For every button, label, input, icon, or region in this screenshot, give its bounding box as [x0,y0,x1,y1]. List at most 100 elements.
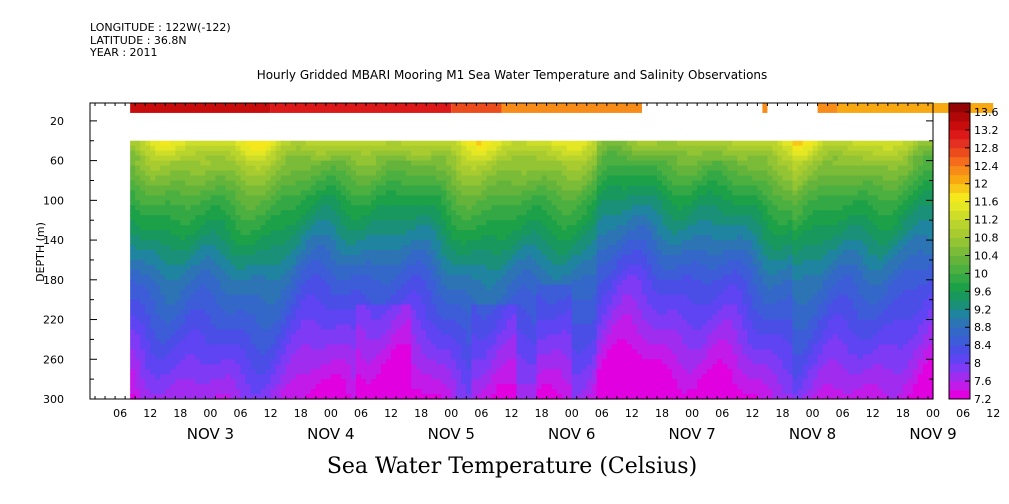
heatmap-cell [220,215,227,221]
heatmap-cell [175,185,181,192]
heatmap-cell [426,264,432,271]
heatmap-cell [381,329,387,336]
heatmap-cell [310,284,317,291]
heatmap-cell [360,264,367,271]
heatmap-cell [160,150,166,157]
heatmap-cell [160,225,166,231]
heatmap-cell [360,339,367,345]
heatmap-cell [330,294,337,301]
heatmap-cell [315,190,322,196]
heatmap-cell [471,225,477,231]
heatmap-cell [150,329,156,336]
heatmap-cell [546,394,553,400]
heatmap-cell [325,245,332,251]
heatmap-cell [340,374,347,380]
heatmap-cell [235,145,242,152]
heatmap-cell [255,190,262,196]
heatmap-cell [576,150,583,157]
heatmap-cell [210,220,217,226]
heatmap-cell [345,339,352,345]
heatmap-cell [310,289,317,296]
heatmap-cell [586,299,593,306]
heatmap-cell [371,269,377,276]
heatmap-cell [371,165,377,172]
heatmap-cell [275,309,282,316]
heatmap-cell [250,210,257,216]
heatmap-cell [511,220,518,226]
heatmap-cell [471,294,477,301]
heatmap-cell [411,314,417,321]
heatmap-cell [571,394,578,400]
heatmap-cell [441,264,447,271]
heatmap-cell [135,200,141,206]
heatmap-cell [360,289,367,296]
heatmap-cell [426,195,432,201]
heatmap-cell [566,314,573,321]
heatmap-cell [235,374,242,380]
heatmap-cell [205,299,212,306]
heatmap-cell [531,175,538,182]
heatmap-cell [150,394,156,400]
heatmap-cell [310,309,317,316]
heatmap-cell [265,309,272,316]
heatmap-cell [220,389,227,395]
heatmap-cell [536,269,543,276]
heatmap-cell [566,185,573,192]
heatmap-cell [140,210,146,216]
heatmap-cell [225,369,232,375]
heatmap-cell [506,160,513,167]
heatmap-cell [431,334,437,341]
heatmap-cell [596,389,603,395]
heatmap-cell [210,289,217,296]
heatmap-cell [571,379,578,385]
heatmap-cell [456,160,462,167]
heatmap-cell [511,379,518,385]
heatmap-cell [401,225,407,231]
heatmap-cell [175,160,181,167]
heatmap-cell [576,264,583,271]
heatmap-cell [215,160,222,167]
heatmap-cell [295,314,302,321]
heatmap-cell [365,364,372,370]
heatmap-cell [566,299,573,306]
heatmap-cell [200,329,207,336]
heatmap-cell [531,150,538,157]
heatmap-cell [526,245,533,251]
heatmap-cell [476,384,482,390]
heatmap-cell [481,384,488,390]
heatmap-cell [581,304,588,311]
heatmap-cell [335,279,342,286]
heatmap-cell [135,364,141,370]
heatmap-cell [401,319,407,326]
heatmap-cell [365,329,372,336]
heatmap-cell [195,264,201,271]
heatmap-cell [345,299,352,306]
heatmap-cell [606,379,613,385]
heatmap-cell [335,155,342,162]
heatmap-cell [255,170,262,177]
heatmap-cell [215,314,222,321]
heatmap-cell [501,155,508,162]
heatmap-cell [205,220,212,226]
heatmap-cell [295,235,302,241]
heatmap-cell [320,369,327,375]
heatmap-cell [601,264,608,271]
heatmap-cell [205,245,212,251]
heatmap-cell [581,230,588,236]
heatmap-cell [416,314,422,321]
heatmap-cell [280,344,287,350]
heatmap-cell [280,309,287,316]
heatmap-cell [491,140,498,147]
heatmap-cell [591,235,598,241]
heatmap-cell [531,279,538,286]
heatmap-cell [481,379,488,385]
heatmap-cell [376,394,382,400]
heatmap-cell [516,389,523,395]
heatmap-cell [421,240,427,246]
heatmap-cell [300,160,307,167]
heatmap-cell [130,379,136,385]
heatmap-cell [431,180,437,187]
heatmap-cell [496,240,503,246]
heatmap-cell [471,384,477,390]
heatmap-cell [275,210,282,216]
